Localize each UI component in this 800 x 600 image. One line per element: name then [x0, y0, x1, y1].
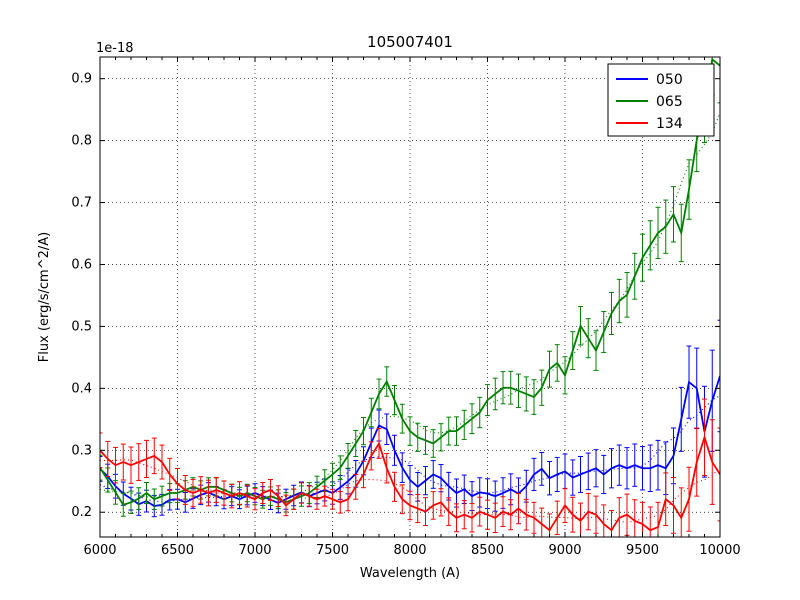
- x-tick-label: 9000: [548, 543, 581, 558]
- y-tick-label: 0.5: [71, 319, 92, 334]
- y-tick-label: 0.7: [71, 196, 92, 211]
- y-tick-label: 0.6: [71, 257, 92, 272]
- tick-labels: 6000 6500 7000 7500 8000 8500 9000 9500 10000 0.2…: [71, 72, 740, 558]
- y-tick-label: 0.4: [71, 381, 92, 396]
- y-tick-label: 0.9: [71, 72, 92, 87]
- y-tick-label: 0.3: [71, 443, 92, 458]
- plot-area: 6000 6500 7000 7500 8000 8500 9000 9500 10000 0.2…: [71, 56, 741, 558]
- chart-title: 105007401: [367, 33, 453, 51]
- x-tick-label: 9500: [626, 543, 659, 558]
- smoothed-line-134: [100, 459, 720, 524]
- x-tick-label: 7500: [316, 543, 349, 558]
- y-tick-label: 0.8: [71, 134, 92, 149]
- x-tick-label: 10000: [699, 543, 740, 558]
- legend-label-065: 065: [656, 94, 683, 110]
- x-tick-label: 6000: [83, 543, 116, 558]
- x-tick-label: 6500: [161, 543, 194, 558]
- x-axis-label: Wavelength (A): [360, 566, 460, 581]
- legend-label-134: 134: [656, 116, 683, 132]
- series-134: [100, 398, 720, 537]
- flux-line-134: [100, 434, 720, 532]
- y-axis-label: Flux (erg/s/cm^2/A): [37, 232, 52, 362]
- y-tick-label: 0.2: [71, 505, 92, 520]
- x-tick-label: 8000: [393, 543, 426, 558]
- y-axis-offset-text: 1e-18: [96, 41, 134, 56]
- legend: 050 065 134: [607, 63, 715, 137]
- flux-line-065: [100, 57, 720, 506]
- ticks: [99, 57, 721, 537]
- x-tick-label: 7000: [238, 543, 271, 558]
- flux-line-050: [100, 375, 720, 507]
- legend-label-050: 050: [656, 72, 683, 88]
- x-tick-label: 8500: [471, 543, 504, 558]
